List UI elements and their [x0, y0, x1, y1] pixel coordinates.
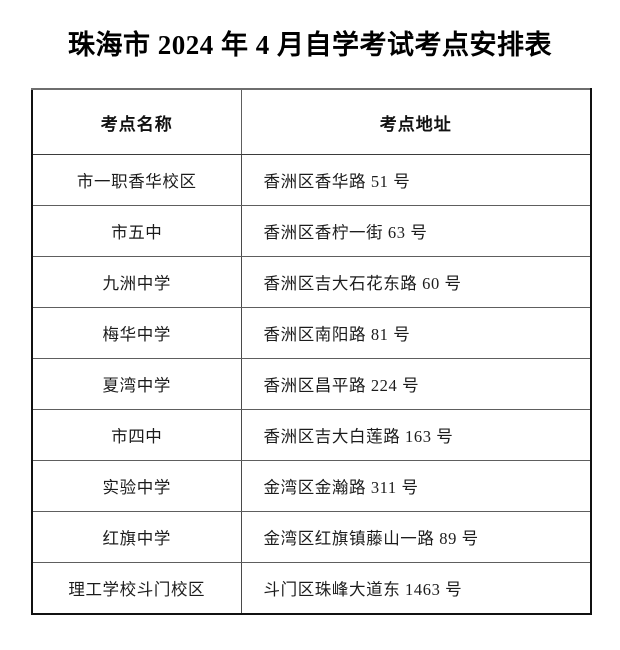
exam-site-table: 考点名称 考点地址 市一职香华校区 香洲区香华路 51 号 市五中 香洲区香柠一…	[31, 88, 592, 615]
cell-site-name: 实验中学	[31, 460, 242, 512]
table-header-row: 考点名称 考点地址	[31, 88, 592, 155]
table-row: 市四中 香洲区吉大白莲路 163 号	[31, 409, 592, 461]
page-title: 珠海市 2024 年 4 月自学考试考点安排表	[68, 30, 552, 60]
column-header-site-name: 考点名称	[31, 88, 242, 155]
cell-site-name: 市一职香华校区	[31, 154, 242, 206]
table-row: 九洲中学 香洲区吉大石花东路 60 号	[31, 256, 592, 308]
exam-site-table-container: 考点名称 考点地址 市一职香华校区 香洲区香华路 51 号 市五中 香洲区香柠一…	[31, 88, 592, 615]
table-row: 梅华中学 香洲区南阳路 81 号	[31, 307, 592, 359]
cell-site-name: 九洲中学	[31, 256, 242, 308]
cell-site-address: 金湾区金瀚路 311 号	[240, 460, 592, 512]
cell-site-name: 市五中	[31, 205, 242, 257]
table-row: 夏湾中学 香洲区昌平路 224 号	[31, 358, 592, 410]
cell-site-address: 金湾区红旗镇藤山一路 89 号	[240, 511, 592, 563]
cell-site-address: 香洲区南阳路 81 号	[240, 307, 592, 359]
cell-site-name: 市四中	[31, 409, 242, 461]
table-row: 实验中学 金湾区金瀚路 311 号	[31, 460, 592, 512]
cell-site-name: 夏湾中学	[31, 358, 242, 410]
cell-site-address: 香洲区香华路 51 号	[240, 154, 592, 206]
cell-site-name: 理工学校斗门校区	[31, 562, 242, 615]
table-row: 市五中 香洲区香柠一街 63 号	[31, 205, 592, 257]
cell-site-name: 红旗中学	[31, 511, 242, 563]
table-header: 考点名称 考点地址	[31, 88, 592, 155]
cell-site-address: 香洲区昌平路 224 号	[240, 358, 592, 410]
table-row: 红旗中学 金湾区红旗镇藤山一路 89 号	[31, 511, 592, 563]
cell-site-address: 香洲区香柠一街 63 号	[240, 205, 592, 257]
table-row: 理工学校斗门校区 斗门区珠峰大道东 1463 号	[31, 562, 592, 615]
table-body: 市一职香华校区 香洲区香华路 51 号 市五中 香洲区香柠一街 63 号 九洲中…	[31, 154, 592, 615]
cell-site-address: 香洲区吉大石花东路 60 号	[240, 256, 592, 308]
column-header-site-address: 考点地址	[240, 88, 592, 155]
table-row: 市一职香华校区 香洲区香华路 51 号	[31, 154, 592, 206]
cell-site-address: 香洲区吉大白莲路 163 号	[240, 409, 592, 461]
cell-site-name: 梅华中学	[31, 307, 242, 359]
cell-site-address: 斗门区珠峰大道东 1463 号	[240, 562, 592, 615]
